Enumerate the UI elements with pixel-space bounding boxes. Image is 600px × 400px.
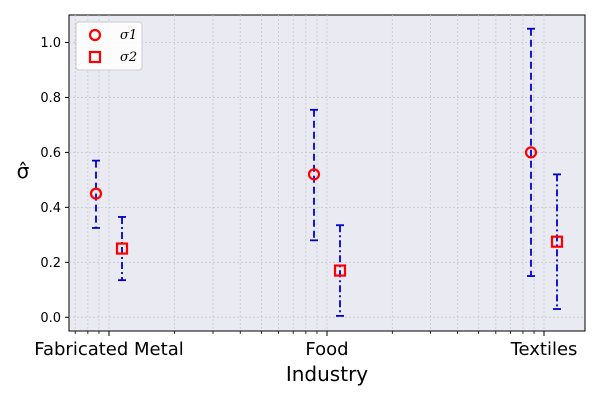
data-point-sigma1 xyxy=(307,168,321,181)
data-point-sigma2 xyxy=(115,242,129,255)
y-tick-label: 0.6 xyxy=(40,146,61,161)
data-marks xyxy=(89,27,564,317)
y-axis-title: σ̂ xyxy=(17,159,30,183)
x-axis: Fabricated Metal Food Textiles xyxy=(34,331,577,360)
legend-box xyxy=(75,21,143,71)
x-tick-label: Textiles xyxy=(510,339,578,360)
y-tick-label: 1.0 xyxy=(40,36,61,51)
data-point-sigma1 xyxy=(89,187,103,200)
legend: σ1 σ2 xyxy=(75,21,143,71)
y-tick-label: 0.4 xyxy=(40,201,61,216)
legend-label-sigma2: σ2 xyxy=(120,50,137,65)
data-point-sigma2 xyxy=(333,264,347,277)
legend-marker-sigma2 xyxy=(88,50,102,64)
x-tick-label: Fabricated Metal xyxy=(34,339,183,360)
data-point-sigma1 xyxy=(524,146,538,159)
y-tick-label: 0.0 xyxy=(40,311,61,326)
x-tick-label: Food xyxy=(305,339,348,360)
legend-marker-sigma1 xyxy=(88,28,102,42)
x-axis-title: Industry xyxy=(286,362,368,386)
y-tick-label: 0.8 xyxy=(40,91,61,106)
y-axis: 0.0 0.2 0.4 0.6 0.8 1.0 xyxy=(40,36,69,326)
data-point-sigma2 xyxy=(550,235,564,248)
y-tick-label: 0.2 xyxy=(40,256,61,271)
legend-label-sigma1: σ1 xyxy=(120,28,137,43)
